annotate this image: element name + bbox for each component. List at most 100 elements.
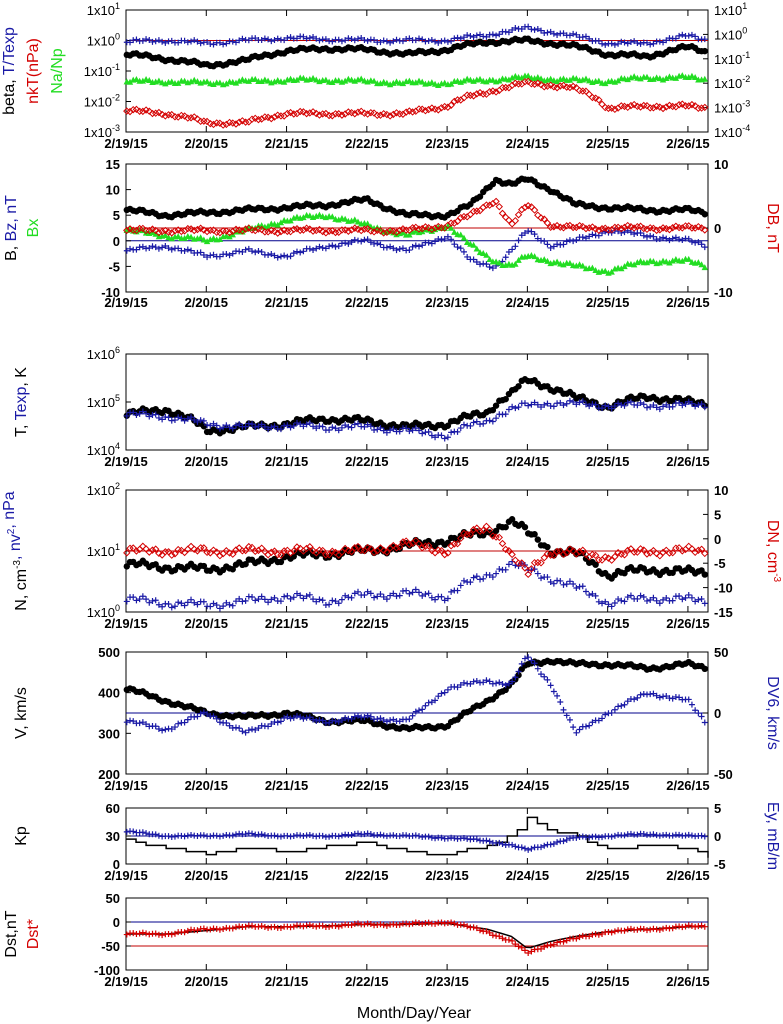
x-tick-label: 2/21/15: [265, 868, 308, 883]
data-point: [659, 104, 667, 113]
data-point: [329, 424, 336, 431]
data-point: [663, 594, 670, 601]
y-tick-label: 300: [98, 726, 120, 741]
data-point: [200, 423, 208, 430]
data-point: [204, 39, 211, 46]
data-point: [332, 598, 339, 605]
data-point: [679, 924, 686, 931]
data-point: [216, 425, 223, 432]
data-point: [508, 516, 516, 523]
data-point: [348, 715, 355, 722]
x-tick-label: 2/23/15: [425, 868, 468, 883]
data-point: [412, 586, 419, 593]
data-point: [313, 425, 320, 432]
data-point: [672, 234, 679, 241]
data-point: [485, 88, 494, 96]
data-point: [412, 79, 419, 86]
data-point: [232, 39, 239, 46]
data-point: [560, 75, 567, 82]
data-point: [515, 237, 522, 244]
data-point: [146, 599, 153, 606]
data-point: [679, 237, 686, 244]
y2-tick-label: 50: [714, 645, 728, 660]
data-point: [685, 102, 693, 110]
data-point: [421, 542, 430, 550]
data-point: [178, 415, 185, 422]
data-point: [293, 590, 300, 597]
data-point: [392, 228, 401, 236]
x-tick-label: 2/24/15: [506, 778, 549, 793]
data-point: [348, 36, 355, 43]
y2-tick-label: 0: [714, 532, 721, 547]
data-point: [560, 241, 567, 248]
data-point: [139, 829, 146, 836]
data-point: [232, 422, 239, 429]
data-point: [409, 589, 416, 596]
data-point: [223, 40, 230, 47]
data-point: [210, 41, 217, 48]
y2-tick-label: 1x10-4: [714, 123, 750, 140]
data-point: [412, 425, 419, 432]
data-point: [653, 832, 660, 839]
data-point: [469, 92, 478, 100]
data-point: [518, 25, 525, 32]
panel-velocity: 2/19/15 2/20/15 2/21/15 2/22/15 2/23/15 2/24/…: [98, 645, 733, 793]
data-point: [425, 833, 432, 840]
data-point: [146, 245, 153, 252]
data-point: [139, 542, 147, 550]
data-point: [184, 246, 191, 253]
data-point: [319, 597, 326, 604]
data-point: [483, 261, 490, 268]
data-point: [338, 226, 346, 234]
data-point: [493, 415, 500, 422]
data-point: [585, 77, 593, 84]
data-point: [554, 692, 561, 699]
data-point: [602, 402, 609, 409]
data-point: [460, 234, 468, 241]
data-point: [550, 551, 558, 560]
data-point: [274, 254, 281, 261]
data-point: [374, 240, 381, 247]
data-point: [546, 81, 555, 89]
data-point: [538, 575, 545, 582]
data-point: [624, 76, 631, 83]
data-point: [618, 265, 625, 272]
y-tick-label: 1x104: [87, 441, 120, 458]
data-point: [387, 427, 394, 434]
data-point: [419, 36, 426, 43]
data-point: [575, 547, 584, 556]
panel-beta: 2/19/15 2/20/15 2/21/15 2/22/15 2/23/15 2/24/…: [104, 9, 710, 151]
data-point: [348, 239, 355, 246]
data-point: [701, 600, 708, 607]
data-point: [538, 27, 545, 34]
data-point: [249, 248, 256, 255]
data-point: [148, 109, 157, 118]
data-point: [576, 399, 583, 406]
data-point: [643, 259, 651, 266]
data-point: [473, 573, 480, 580]
data-point: [637, 40, 644, 47]
data-point: [380, 832, 387, 839]
data-point: [483, 78, 490, 85]
data-point: [521, 845, 528, 852]
data-point: [409, 427, 416, 434]
data-point: [319, 832, 326, 839]
data-point: [351, 216, 358, 223]
data-point: [338, 717, 345, 724]
data-point: [663, 37, 670, 44]
data-point: [319, 922, 326, 929]
data-point: [220, 832, 227, 839]
x-tick-label: 2/19/15: [104, 295, 147, 310]
data-point: [511, 556, 520, 564]
data-point: [668, 549, 677, 557]
data-point: [631, 696, 638, 703]
data-point: [297, 249, 304, 256]
data-point: [669, 257, 676, 264]
data-point: [544, 241, 551, 248]
data-point: [248, 115, 256, 123]
data-point: [599, 40, 606, 47]
data-point: [216, 79, 224, 86]
data-point: [502, 411, 509, 418]
y-axis-label: Na/Np: [49, 48, 66, 93]
data-point: [473, 418, 480, 425]
